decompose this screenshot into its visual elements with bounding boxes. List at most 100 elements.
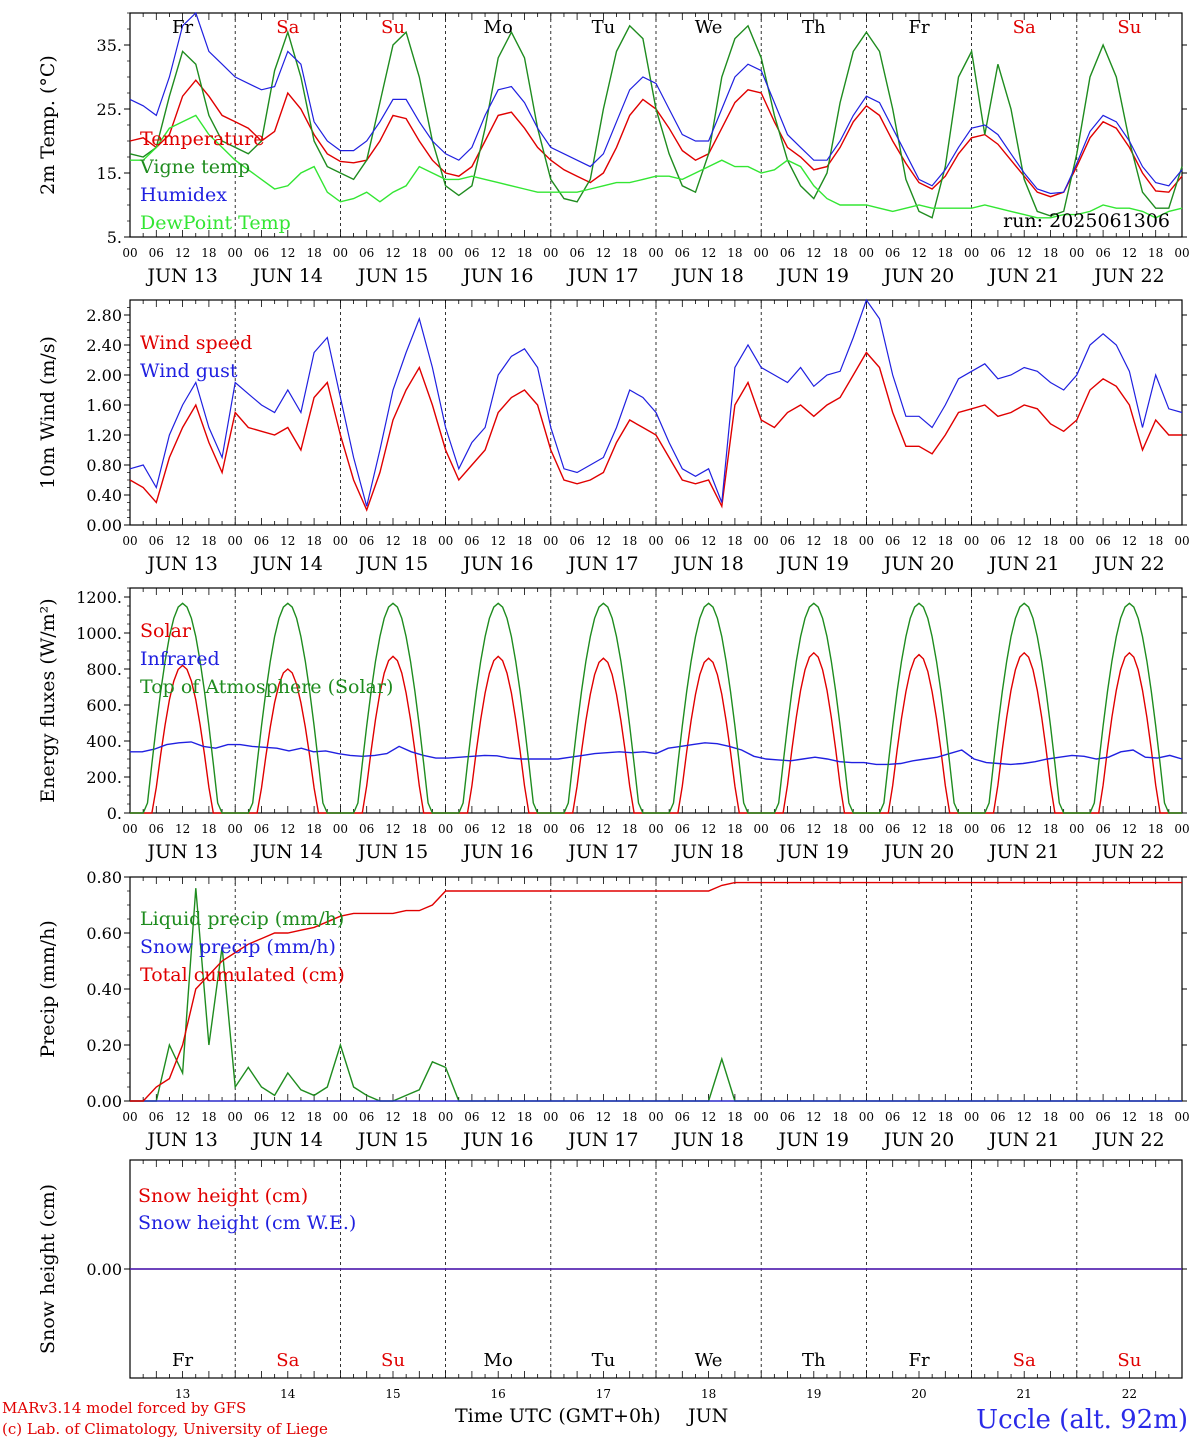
x-hour-label: 12 <box>1017 822 1032 836</box>
x-hour-label: 06 <box>569 534 584 548</box>
x-hour-label: 18 <box>306 534 321 548</box>
x-date-label: JUN 16 <box>461 1129 533 1151</box>
panel-frame <box>129 587 1183 814</box>
weekday-label: Su <box>1117 1350 1141 1371</box>
x-hour-label: 18 <box>517 246 532 260</box>
x-date-label: JUN 13 <box>145 1129 217 1151</box>
panels: 5. 15. 25. 35. 2m Temp. (°C) 00 06 12 18 00 06 12 18… <box>37 11 1190 1401</box>
series-line-dewpoint-temp <box>130 114 1183 219</box>
x-hour-label: 06 <box>990 1110 1005 1124</box>
x-hour-label: 12 <box>1122 822 1137 836</box>
x-date-label: JUN 18 <box>671 1129 743 1151</box>
y-tick-label: 15. <box>97 164 122 183</box>
x-hour-label: 18 <box>727 246 742 260</box>
x-hour-label: 00 <box>1069 822 1084 836</box>
panel-1: 5. 15. 25. 35. 2m Temp. (°C) 00 06 12 18 00 06 12 18… <box>37 11 1190 287</box>
x-hour-label: 18 <box>201 822 216 836</box>
x-hour-label: 00 <box>122 534 137 548</box>
x-hour-label: 00 <box>859 822 874 836</box>
x-hour-label: 00 <box>754 246 769 260</box>
x-date-label: JUN 21 <box>987 265 1059 287</box>
weekday-label: Su <box>381 17 405 38</box>
x-hour-label: 06 <box>359 822 374 836</box>
x-date-label: JUN 18 <box>671 841 743 863</box>
x-hour-label: 12 <box>1122 1110 1137 1124</box>
day-number-label: 20 <box>911 1387 926 1401</box>
weekday-label: We <box>695 1350 723 1371</box>
x-hour-label: 12 <box>1017 534 1032 548</box>
x-hour-label: 18 <box>1043 822 1058 836</box>
x-hour-label: 18 <box>938 1110 953 1124</box>
y-tick-label: 0.00 <box>86 516 122 535</box>
x-hour-label: 06 <box>149 246 164 260</box>
x-hour-label: 00 <box>964 246 979 260</box>
x-axis-month: JUN <box>686 1405 728 1427</box>
weekday-label: Fr <box>908 1350 929 1371</box>
x-hour-label: 12 <box>911 246 926 260</box>
x-hour-label: 18 <box>201 1110 216 1124</box>
x-hour-label: 06 <box>149 822 164 836</box>
x-date-label: JUN 21 <box>987 841 1059 863</box>
x-hour-label: 00 <box>1174 1110 1189 1124</box>
x-hour-label: 12 <box>596 246 611 260</box>
weekday-label: Tu <box>592 1350 616 1371</box>
x-hour-label: 18 <box>727 822 742 836</box>
x-hour-label: 06 <box>990 246 1005 260</box>
y-tick-label: 25. <box>97 100 122 119</box>
x-hour-label: 12 <box>491 1110 506 1124</box>
x-date-label: JUN 22 <box>1092 553 1164 575</box>
y-axis-label: Snow height (cm) <box>37 1184 59 1354</box>
x-hour-label: 18 <box>832 534 847 548</box>
legend-entry: DewPoint Temp <box>140 212 291 234</box>
x-hour-label: 12 <box>911 1110 926 1124</box>
x-hour-label: 06 <box>1095 534 1110 548</box>
y-tick-label: 800. <box>86 660 122 679</box>
x-hour-label: 12 <box>280 822 295 836</box>
y-tick-label: 600. <box>86 696 122 715</box>
x-hour-label: 18 <box>1148 822 1163 836</box>
y-tick-label: 0.80 <box>86 868 122 887</box>
x-date-label: JUN 16 <box>461 841 533 863</box>
weekday-label: Mo <box>484 1350 513 1371</box>
x-date-label: JUN 19 <box>777 265 849 287</box>
y-tick-label: 2.40 <box>86 336 122 355</box>
y-tick-label: 200. <box>86 768 122 787</box>
x-date-label: JUN 15 <box>356 265 428 287</box>
x-hour-label: 18 <box>622 822 637 836</box>
x-hour-label: 12 <box>596 1110 611 1124</box>
series-line-infrared <box>130 741 1183 766</box>
x-hour-label: 06 <box>149 1110 164 1124</box>
run-label: run: 2025061306 <box>1003 210 1170 232</box>
x-hour-label: 00 <box>543 534 558 548</box>
x-date-label: JUN 17 <box>566 841 638 863</box>
x-hour-label: 06 <box>254 534 269 548</box>
y-axis-label: 2m Temp. (°C) <box>37 55 59 195</box>
panel-2: 0.00 0.40 0.80 1.20 1.60 2.00 2.40 2.80 10m Wind… <box>37 298 1190 575</box>
x-hour-label: 00 <box>438 822 453 836</box>
y-axis-label: Precip (mm/h) <box>37 920 59 1058</box>
series-line-top-of-atmosphere-solar- <box>130 602 1182 814</box>
x-hour-label: 12 <box>1017 246 1032 260</box>
x-hour-label: 06 <box>569 1110 584 1124</box>
day-number-label: 18 <box>701 1387 716 1401</box>
x-hour-label: 12 <box>175 822 190 836</box>
legend-entry: Top of Atmosphere (Solar) <box>140 676 393 698</box>
x-hour-label: 18 <box>412 822 427 836</box>
y-tick-label: 2.80 <box>86 306 122 325</box>
x-hour-label: 00 <box>754 1110 769 1124</box>
x-hour-label: 06 <box>464 246 479 260</box>
x-hour-label: 00 <box>122 822 137 836</box>
x-hour-label: 00 <box>964 534 979 548</box>
legend-entry: Solar <box>140 620 192 642</box>
x-hour-label: 06 <box>464 1110 479 1124</box>
x-date-label: JUN 15 <box>356 553 428 575</box>
weekday-label: Fr <box>908 17 929 38</box>
x-date-label: JUN 13 <box>145 841 217 863</box>
x-hour-label: 06 <box>675 246 690 260</box>
x-hour-label: 00 <box>1069 246 1084 260</box>
legend-entry: Infrared <box>140 648 220 670</box>
day-number-label: 13 <box>175 1387 190 1401</box>
y-tick-label: 0.00 <box>86 1260 122 1279</box>
weekday-label: Th <box>802 1350 826 1371</box>
x-hour-label: 00 <box>333 1110 348 1124</box>
